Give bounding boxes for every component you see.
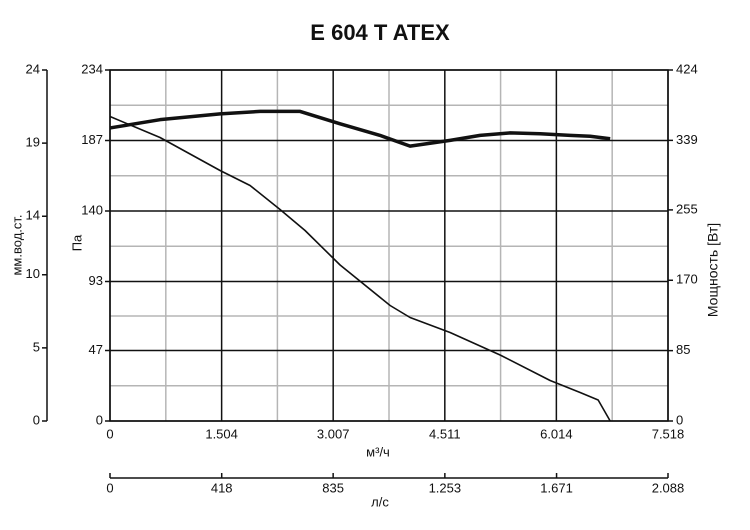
y2-tick-label: 255 [676,201,698,216]
y2-tick-label: 0 [676,412,683,427]
y-tick-label: 0 [96,412,103,427]
y2-tick-label: 85 [676,342,690,357]
x-tick-label: 1.504 [205,426,238,441]
y-axis-label: Па [69,234,84,251]
y3-tick-label: 14 [26,208,40,223]
x2-tick-label: 2.088 [652,480,685,495]
x-tick-label: 6.014 [540,426,573,441]
y2-tick-label: 339 [676,132,698,147]
power-curve [109,109,611,148]
y3-tick-label: 5 [33,339,40,354]
y3-tick-label: 10 [26,266,40,281]
plot-frame [109,69,669,422]
x2-tick-label: 1.671 [540,480,573,495]
x2-axis-label: л/с [371,494,389,509]
chart-title: E 604 T ATEX [310,20,450,45]
y3-tick-label: 19 [26,135,40,150]
y-tick-label: 140 [81,202,103,217]
y-tick-label: 93 [89,273,103,288]
x2-tick-label: 418 [211,480,233,495]
y-tick-label: 234 [81,61,103,76]
pressure-curve [109,115,611,422]
y3-axis-label: мм.вод.ст. [9,214,24,275]
x-tick-label: 7.518 [652,426,685,441]
y-tick-label: 47 [89,342,103,357]
y-tick-label: 187 [81,132,103,147]
y2-axis-label: Мощность [Вт] [705,223,721,317]
y3-tick-label: 24 [26,61,40,76]
x2-tick-label: 835 [322,480,344,495]
x-tick-label: 0 [106,426,113,441]
y2-tick-label: 424 [676,61,698,76]
x2-tick-label: 0 [106,480,113,495]
y3-tick-label: 0 [33,412,40,427]
x-tick-label: 3.007 [317,426,350,441]
x2-tick-label: 1.253 [429,480,462,495]
y2-tick-label: 170 [676,272,698,287]
x-tick-label: 4.511 [429,426,461,441]
x-axis-label: м³/ч [366,444,390,459]
